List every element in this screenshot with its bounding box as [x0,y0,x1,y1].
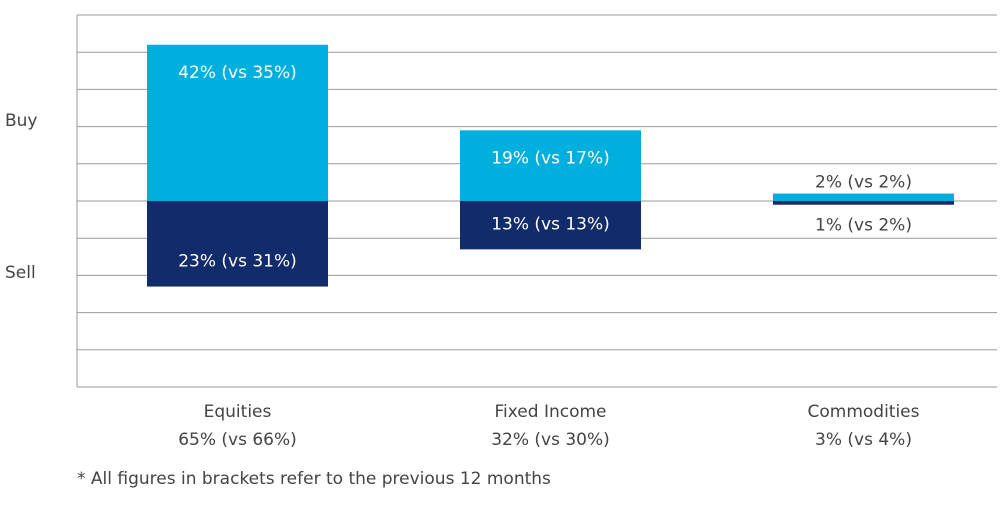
bar [773,193,954,201]
value-label: 23% (vs 31%) [178,252,297,272]
value-label: 19% (vs 17%) [491,148,610,168]
category-subtitle: 32% (vs 30%) [491,430,610,450]
value-label: 2% (vs 2%) [815,173,912,193]
value-label: 1% (vs 2%) [815,216,912,236]
category-subtitle: 65% (vs 66%) [178,430,297,450]
x-tick-label: Equities [204,402,272,422]
sell-label: Sell [5,263,36,283]
buy-label: Buy [5,111,38,131]
footnote: * All figures in brackets refer to the p… [77,469,551,489]
category-subtitle: 3% (vs 4%) [815,430,912,450]
bar [460,130,641,201]
bar [773,201,954,205]
x-tick-label: Commodities [807,402,919,422]
bar [147,44,328,202]
value-label: 13% (vs 13%) [491,214,610,234]
bar [147,201,328,287]
value-label: 42% (vs 35%) [178,63,297,83]
x-tick-label: Fixed Income [494,402,606,422]
bar [460,201,641,250]
